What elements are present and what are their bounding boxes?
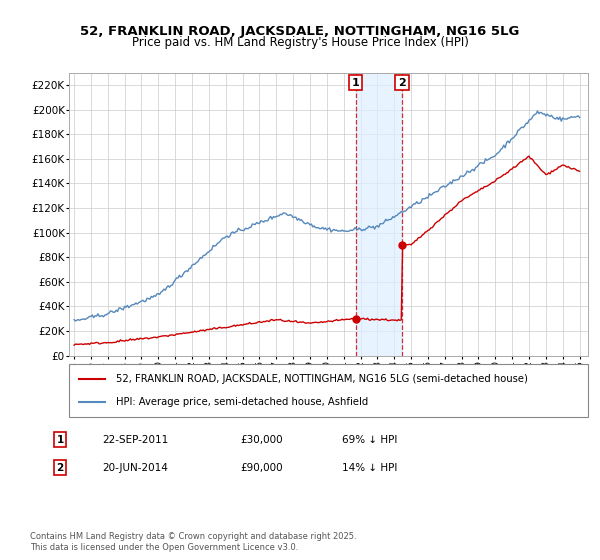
- Text: £30,000: £30,000: [240, 435, 283, 445]
- Text: 14% ↓ HPI: 14% ↓ HPI: [342, 463, 397, 473]
- Text: 1: 1: [56, 435, 64, 445]
- FancyBboxPatch shape: [69, 364, 588, 417]
- Text: 2: 2: [56, 463, 64, 473]
- Text: 20-JUN-2014: 20-JUN-2014: [102, 463, 168, 473]
- Text: 2: 2: [398, 78, 406, 88]
- Text: £90,000: £90,000: [240, 463, 283, 473]
- Text: HPI: Average price, semi-detached house, Ashfield: HPI: Average price, semi-detached house,…: [116, 397, 368, 407]
- Bar: [356, 73, 402, 356]
- Text: Contains HM Land Registry data © Crown copyright and database right 2025.
This d: Contains HM Land Registry data © Crown c…: [30, 532, 356, 552]
- Text: 52, FRANKLIN ROAD, JACKSDALE, NOTTINGHAM, NG16 5LG: 52, FRANKLIN ROAD, JACKSDALE, NOTTINGHAM…: [80, 25, 520, 38]
- Text: 69% ↓ HPI: 69% ↓ HPI: [342, 435, 397, 445]
- Text: 22-SEP-2011: 22-SEP-2011: [102, 435, 168, 445]
- Text: 1: 1: [352, 78, 359, 88]
- Text: 52, FRANKLIN ROAD, JACKSDALE, NOTTINGHAM, NG16 5LG (semi-detached house): 52, FRANKLIN ROAD, JACKSDALE, NOTTINGHAM…: [116, 374, 527, 384]
- Text: Price paid vs. HM Land Registry's House Price Index (HPI): Price paid vs. HM Land Registry's House …: [131, 36, 469, 49]
